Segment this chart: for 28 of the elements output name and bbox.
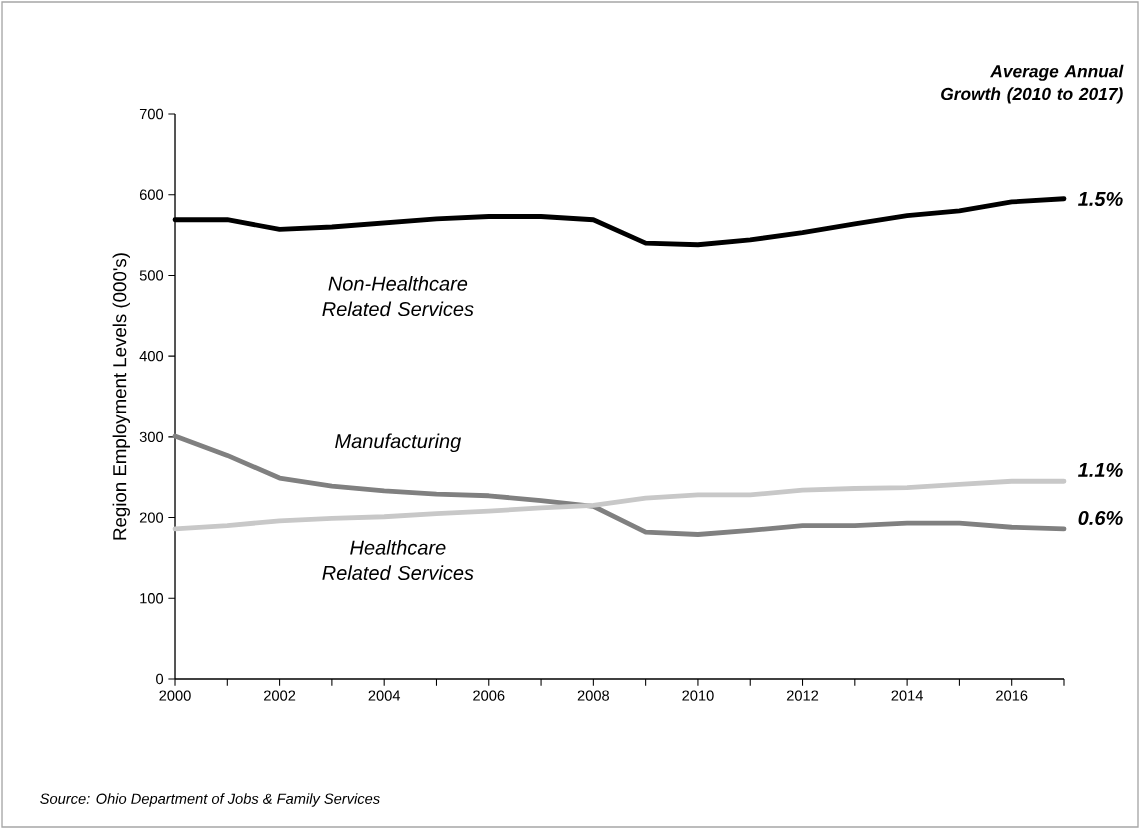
y-tick-label: 400 [139,350,164,362]
y-tick-label: 500 [139,270,164,281]
x-tick-label: 2012 [786,690,819,701]
y-axis-title: Region Employment Levels (000's) [112,253,130,540]
source-note: Source: Ohio Department of Jobs & Family Services [40,793,380,807]
y-tick-label: 0 [156,673,164,685]
x-tick-label: 2016 [996,690,1028,701]
series-label: Healthcare Related Services [322,540,474,581]
y-tick-label: 300 [139,431,164,443]
text: 0.6% [1078,510,1123,526]
x-tick-label: 2002 [264,690,296,701]
line-series [172,478,1067,532]
line-series [172,433,1067,537]
series-label: Manufacturing [335,433,462,453]
text: 1.5% [1078,191,1123,207]
y-tick-label: 200 [139,512,164,523]
y-tick-label: 600 [139,189,164,200]
x-tick-label: 2004 [368,690,401,701]
y-tick-label: 100 [140,593,164,604]
x-tick-label: 2010 [682,690,714,701]
y-tick-label: 700 [139,108,164,120]
text: Non-Healthcare Related Services [322,276,474,317]
x-tick-label: 2008 [577,690,610,701]
x-tick-label: 2014 [891,690,923,701]
text: 1.1% [1078,462,1123,477]
x-tick-label: 2000 [159,690,191,701]
x-tick-label: 2006 [473,690,505,701]
text: Average Annual Growth (2010 to 2017) [941,64,1124,104]
